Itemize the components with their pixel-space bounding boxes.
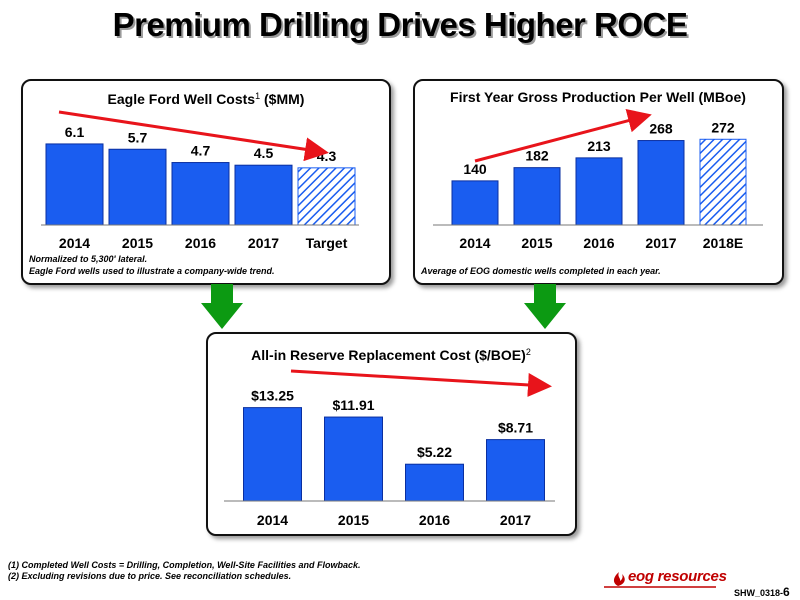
slide-code-text: SHW_0318- <box>734 588 784 598</box>
footnote-2: (2) Excluding revisions due to price. Se… <box>8 571 292 581</box>
bar-2015 <box>108 148 167 226</box>
data-label: $5.22 <box>417 444 452 460</box>
tick-label: 2015 <box>521 235 552 251</box>
panel-replacement-cost: All-in Reserve Replacement Cost ($/BOE)2… <box>206 332 577 536</box>
chart-production: First Year Gross Production Per Well (MB… <box>420 89 763 276</box>
bar-2014 <box>243 407 302 502</box>
tick-label: 2018E <box>703 235 743 251</box>
trend-arrow-icon <box>474 108 652 163</box>
logo-text: eog resources <box>628 568 727 585</box>
trend-arrow-icon <box>58 110 329 162</box>
bar-2016 <box>405 463 464 502</box>
tick-label: 2015 <box>338 512 369 528</box>
chart-title: Eagle Ford Well Costs1 ($MM) <box>108 91 305 107</box>
chart-replacement-cost: All-in Reserve Replacement Cost ($/BOE)2… <box>224 347 555 528</box>
bar-2014 <box>45 143 104 226</box>
down-arrow-left-icon <box>201 284 243 329</box>
data-label: 4.5 <box>254 145 274 161</box>
eog-logo-icon <box>604 572 716 588</box>
tick-label: 2015 <box>122 235 153 251</box>
chart-title: All-in Reserve Replacement Cost ($/BOE)2 <box>251 347 531 363</box>
panel-production: First Year Gross Production Per Well (MB… <box>413 79 784 285</box>
bar-2017 <box>234 164 293 226</box>
footnote-1: (1) Completed Well Costs = Drilling, Com… <box>8 560 361 570</box>
chart-note: Average of EOG domestic wells completed … <box>420 266 661 276</box>
tick-label: 2014 <box>257 512 288 528</box>
data-label: 182 <box>525 148 549 164</box>
data-label: 4.7 <box>191 143 211 159</box>
down-arrow-right-icon <box>524 284 566 329</box>
bar-2016 <box>575 157 623 226</box>
chart-well-costs: Eagle Ford Well Costs1 ($MM) 6.1 2014 5.7 20… <box>29 91 359 276</box>
bar-2014 <box>451 180 499 226</box>
slide-code: SHW_0318-6 <box>734 585 790 599</box>
chart-note: Normalized to 5,300' lateral. <box>29 254 147 264</box>
data-label: 213 <box>587 138 611 154</box>
tick-label: 2017 <box>248 235 279 251</box>
tick-label: 2017 <box>645 235 676 251</box>
data-label: 272 <box>711 119 735 135</box>
data-label: 6.1 <box>65 124 85 140</box>
bar-2017 <box>486 439 545 502</box>
data-label: $13.25 <box>251 388 294 404</box>
tick-label: 2016 <box>185 235 216 251</box>
bar-2015 <box>324 416 383 502</box>
data-label: 140 <box>463 161 487 177</box>
tick-label: Target <box>306 235 348 251</box>
tick-label: 2016 <box>419 512 450 528</box>
data-label: 268 <box>649 121 673 137</box>
chart-title: First Year Gross Production Per Well (MB… <box>450 89 746 105</box>
tick-label: 2016 <box>583 235 614 251</box>
page-title: Premium Drilling Drives Higher ROCE <box>112 6 688 43</box>
chart-note: Eagle Ford wells used to illustrate a co… <box>29 266 275 276</box>
trend-arrow-icon <box>290 369 552 397</box>
bar-2016 <box>171 162 230 226</box>
bar-target <box>297 167 356 226</box>
data-label: 5.7 <box>128 129 148 145</box>
tick-label: 2014 <box>59 235 90 251</box>
tick-label: 2017 <box>500 512 531 528</box>
tick-label: 2014 <box>459 235 490 251</box>
data-label: $8.71 <box>498 420 533 436</box>
data-label: $11.91 <box>332 397 374 413</box>
bar-2017 <box>637 140 685 226</box>
slide-number: 6 <box>783 585 790 599</box>
panel-well-costs: Eagle Ford Well Costs1 ($MM) 6.1 2014 5.7 20… <box>21 79 391 285</box>
bar-2015 <box>513 167 561 226</box>
bar-2018e <box>699 138 747 226</box>
